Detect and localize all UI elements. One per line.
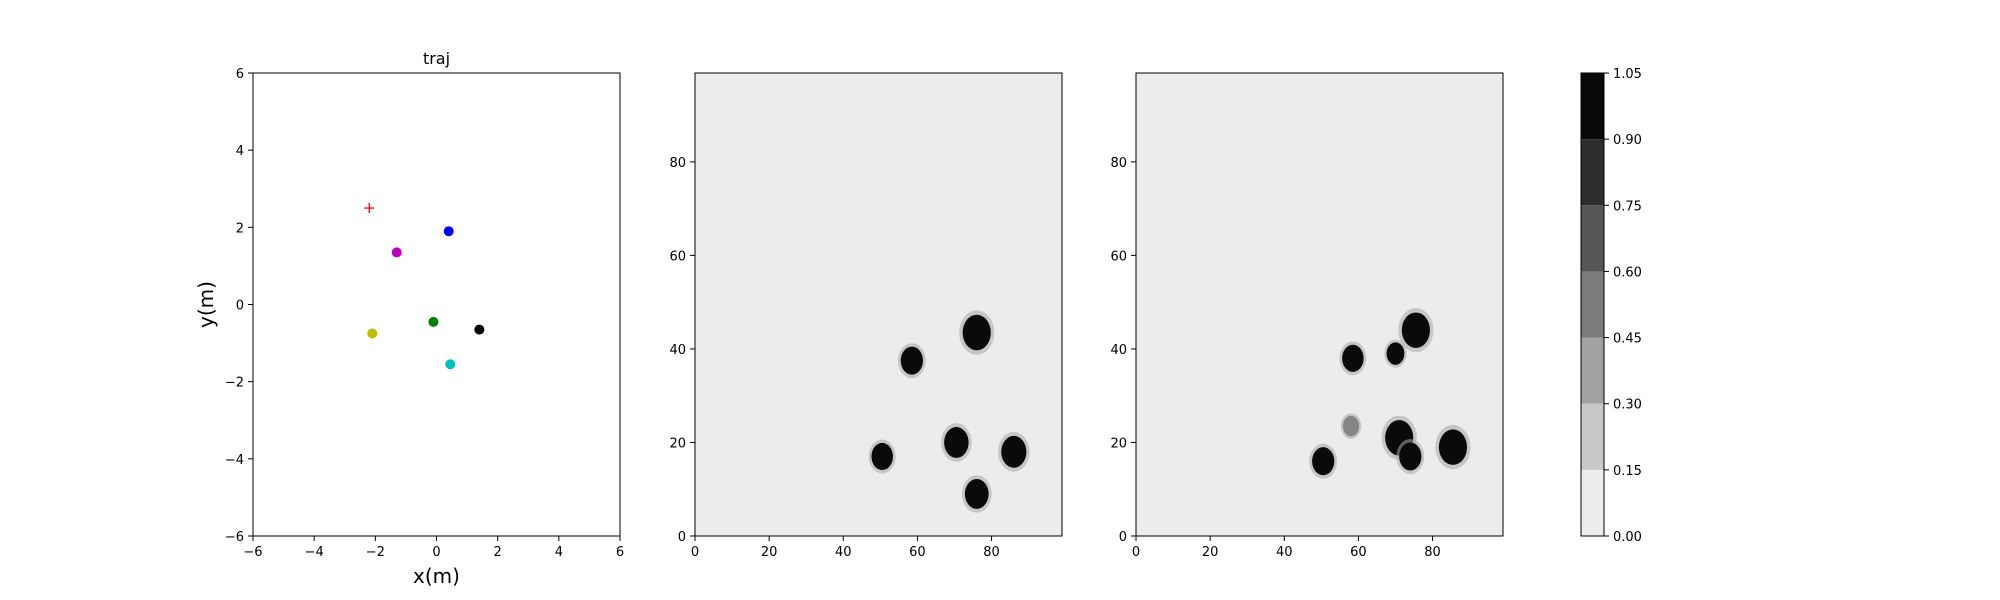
- colorbar-frame: [1580, 72, 1605, 537]
- colorbar-level: [1581, 73, 1604, 140]
- colorbar-tick-label: 0.45: [1613, 332, 1642, 347]
- colorbar-level: [1581, 337, 1604, 404]
- occupancy-blob: [1312, 447, 1335, 476]
- y-tick-label: 60: [669, 249, 686, 264]
- plot-frame: [1135, 72, 1504, 537]
- y-tick-label: 0: [236, 299, 244, 314]
- x-tick-label: 20: [761, 545, 778, 560]
- y-tick-label: 20: [669, 436, 686, 451]
- colorbar-level: [1581, 469, 1604, 536]
- chart-title: traj: [423, 49, 450, 68]
- colorbar-tick-label: 0.60: [1613, 265, 1642, 280]
- y-tick-label: 60: [1110, 249, 1127, 264]
- colorbar-tick-label: 0.00: [1613, 530, 1642, 545]
- data-point: [391, 247, 402, 258]
- data-point: [443, 226, 454, 237]
- trajectory-plot: −6 −4 −2 0 2 4 6 −6 −4 −2 0 2 4 6 traj x(m) y(m): [194, 49, 624, 588]
- x-tick-label: 20: [1202, 545, 1219, 560]
- y-tick-label: −2: [225, 376, 244, 391]
- y-tick-label: −4: [225, 453, 244, 468]
- x-tick-label: 60: [909, 545, 926, 560]
- y-tick-label: 80: [669, 156, 686, 171]
- x-tick-label: 80: [983, 545, 1000, 560]
- colorbar-tick-label: 0.30: [1613, 398, 1642, 413]
- occupancy-blob: [900, 346, 923, 375]
- x-tick-label: 0: [691, 545, 699, 560]
- y-tick-label: 80: [1110, 156, 1127, 171]
- x-tick-label: 60: [1350, 545, 1367, 560]
- y-tick-label: 0: [1119, 530, 1127, 545]
- x-tick-label: −4: [305, 545, 324, 560]
- occupancy-blob: [1001, 435, 1027, 468]
- colorbar-level: [1581, 139, 1604, 206]
- y-tick-label: 6: [236, 67, 244, 82]
- occupancy-blob: [1342, 344, 1364, 372]
- y-tick-label: 40: [669, 343, 686, 358]
- occupancy-blob: [1399, 442, 1422, 471]
- data-point: [474, 324, 485, 335]
- occupancy-blob: [1438, 429, 1468, 465]
- occupancy-map-2: 0 20 40 60 80 0 20 40 60 80: [1110, 72, 1504, 560]
- data-point: [428, 316, 439, 327]
- x-tick-label: 40: [835, 545, 852, 560]
- occupancy-blob: [871, 442, 893, 471]
- x-tick-label: 4: [555, 545, 563, 560]
- y-tick-label: 40: [1110, 343, 1127, 358]
- y-tick-label: 20: [1110, 436, 1127, 451]
- occupancy-blob: [1342, 415, 1360, 437]
- x-tick-label: 80: [1424, 545, 1441, 560]
- colorbar-level: [1581, 403, 1604, 470]
- occupancy-map-1: 0 20 40 60 80 0 20 40 60 80: [669, 72, 1063, 560]
- x-axis-label: x(m): [413, 564, 460, 588]
- y-tick-label: 2: [236, 221, 244, 236]
- occupancy-blob: [1401, 312, 1430, 348]
- colorbar-level: [1581, 271, 1604, 338]
- occupancy-blob: [944, 427, 969, 458]
- colorbar-tick-label: 0.90: [1613, 133, 1642, 148]
- x-tick-label: 6: [616, 545, 624, 560]
- y-axis-label: y(m): [194, 281, 218, 328]
- y-tick-label: 4: [236, 144, 244, 159]
- y-tick-label: 0: [678, 530, 686, 545]
- x-tick-label: 0: [432, 545, 440, 560]
- x-tick-label: 2: [494, 545, 502, 560]
- colorbar-level: [1581, 205, 1604, 272]
- x-tick-label: −2: [366, 545, 385, 560]
- y-tick-label: −6: [225, 530, 244, 545]
- occupancy-blob: [964, 478, 989, 509]
- x-tick-label: 40: [1276, 545, 1293, 560]
- colorbar-tick-label: 1.05: [1613, 67, 1642, 82]
- colorbar-tick-label: 0.15: [1613, 464, 1642, 479]
- colorbar: 0.00 0.15 0.30 0.45 0.60 0.75 0.90 1.05: [1580, 67, 1642, 545]
- occupancy-blob: [1386, 342, 1405, 365]
- data-point: [367, 328, 378, 339]
- colorbar-tick-label: 0.75: [1613, 199, 1642, 214]
- x-tick-label: −6: [243, 545, 262, 560]
- occupancy-blob: [962, 314, 991, 351]
- plot-frame: [694, 72, 1063, 537]
- data-point: [445, 359, 456, 370]
- x-tick-label: 0: [1132, 545, 1140, 560]
- start-marker: [364, 203, 375, 214]
